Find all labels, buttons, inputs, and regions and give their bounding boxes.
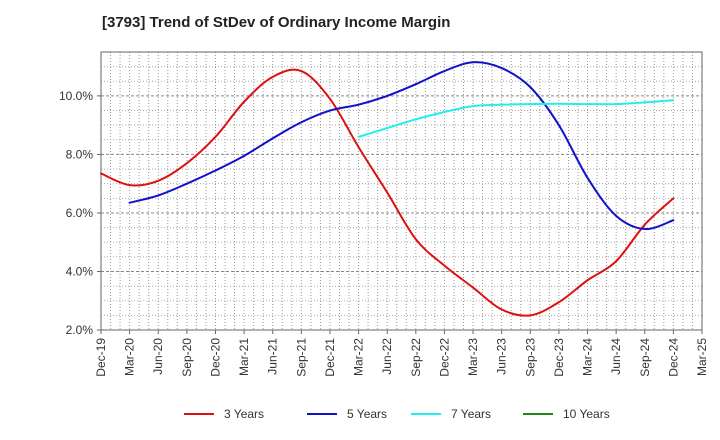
y-tick-label: 2.0% [66,323,94,337]
x-tick-label: Sep-24 [638,338,652,377]
x-tick-label: Mar-22 [352,338,366,376]
series-layer [100,61,675,317]
x-tick-label: Sep-20 [180,338,194,377]
y-tick-label: 6.0% [66,206,94,220]
plot-frame [100,51,703,331]
legend: 3 Years 5 Years 7 Years 10 Years [184,407,610,421]
x-tick-label: Dec-22 [437,338,451,377]
x-tick-label: Dec-21 [323,338,337,377]
x-tick-label: Mar-24 [581,338,595,376]
y-tick-label: 8.0% [66,147,94,161]
x-tick-label: Jun-20 [151,338,165,375]
x-tick-label: Jun-23 [495,338,509,375]
y-tick-label: 10.0% [59,89,93,103]
x-tick-label: Dec-19 [94,338,108,377]
x-tick-label: Dec-24 [666,338,680,377]
legend-label-5-years: 5 Years [347,407,387,421]
x-tick-label: Jun-24 [609,338,623,375]
x-tick-label: Jun-22 [380,338,394,375]
x-axis-ticks: Dec-19 Mar-20 Jun-20 Sep-20 Dec-20 Mar-21 Jun-… [94,330,709,377]
y-axis-ticks: 2.0% 4.0% 6.0% 8.0% 10.0% [59,89,101,337]
grid-layer [101,52,702,330]
chart-title: [3793] Trend of StDev of Ordinary Income… [102,14,451,31]
x-tick-label: Sep-23 [523,338,537,377]
x-tick-label: Mar-21 [237,338,251,376]
x-tick-label: Mar-20 [123,338,137,376]
x-tick-label: Mar-23 [466,338,480,376]
series-line-5-years [128,61,675,231]
series-line-7-years [357,99,675,138]
x-tick-label: Dec-20 [208,338,222,377]
x-tick-label: Mar-25 [695,338,709,376]
x-tick-label: Dec-23 [552,338,566,377]
x-tick-label: Sep-22 [409,338,423,377]
legend-label-10-years: 10 Years [563,407,610,421]
x-tick-label: Jun-21 [266,338,280,375]
legend-label-3-years: 3 Years [224,407,264,421]
y-tick-label: 4.0% [66,264,94,278]
legend-label-7-years: 7 Years [451,407,491,421]
series-line-3-years [100,68,675,317]
x-tick-label: Sep-21 [294,338,308,377]
